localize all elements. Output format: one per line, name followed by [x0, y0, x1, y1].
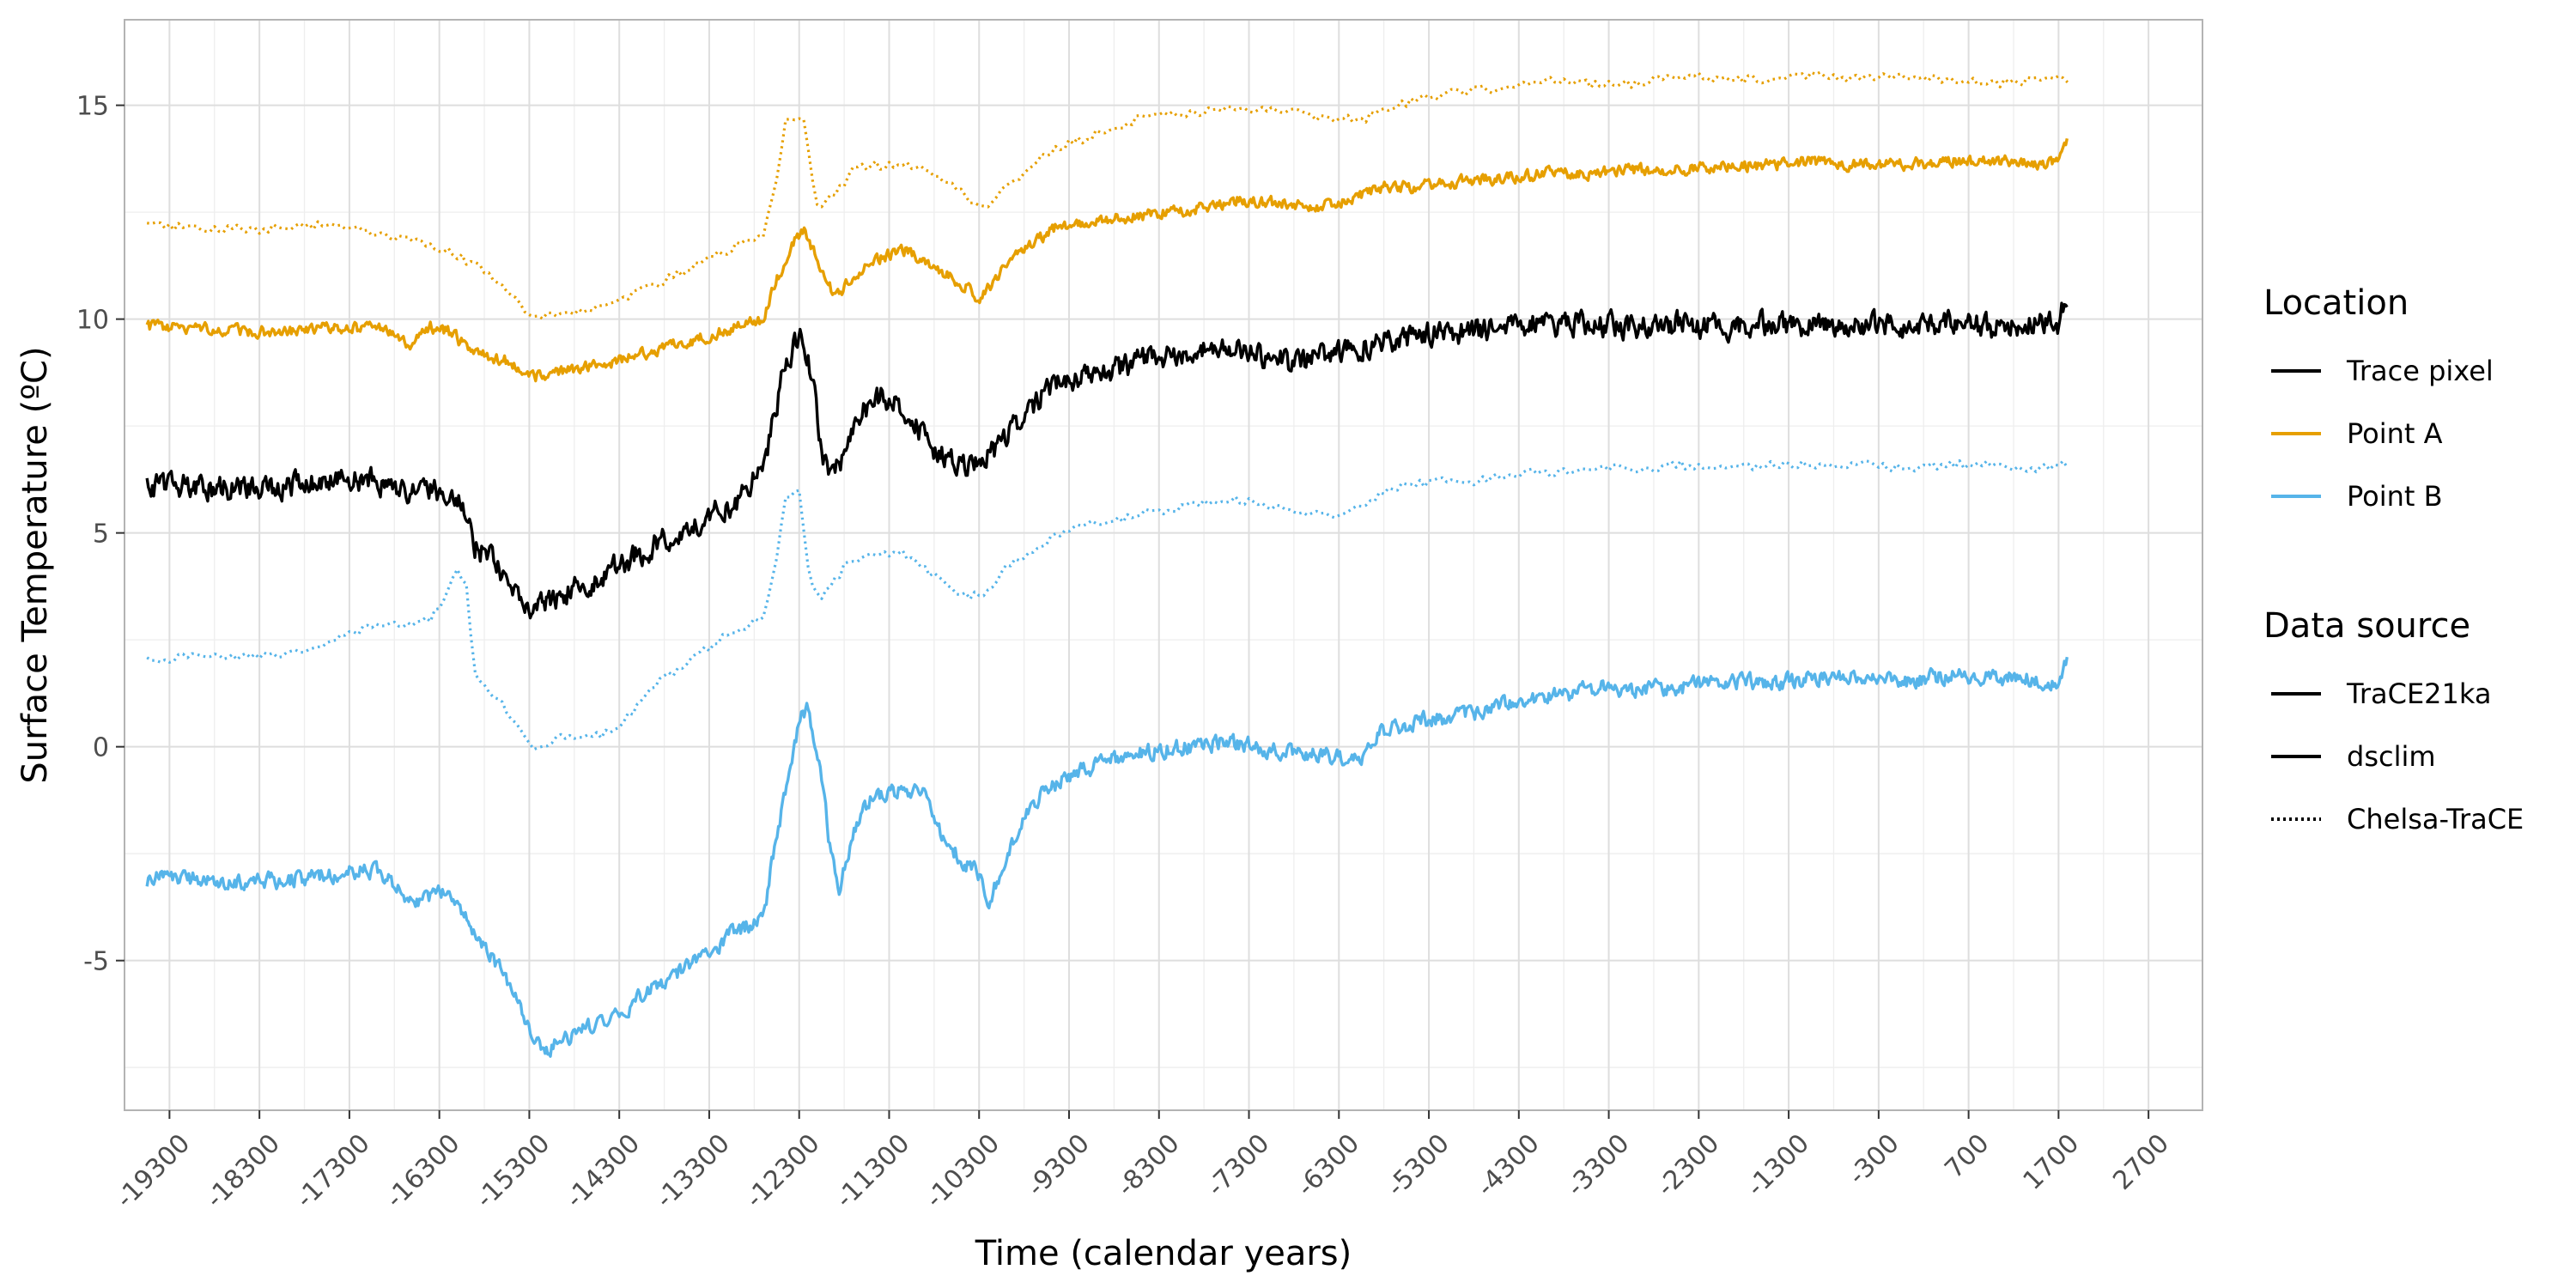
- legend-label: TraCE21ka: [2346, 677, 2491, 710]
- y-tick-label: 5: [93, 519, 109, 550]
- y-axis: -5 0 5 10 15: [76, 92, 125, 977]
- point-a-chelsa-trace-line: [147, 70, 2069, 320]
- trace-pixel-trace21ka-line: [145, 301, 2069, 620]
- legend-label: Point B: [2347, 480, 2443, 513]
- y-tick-label: 0: [93, 733, 109, 763]
- legend-title: Location: [2263, 283, 2409, 323]
- point-a-trace21ka-line: [145, 137, 2069, 383]
- legend-label: Point A: [2347, 417, 2443, 450]
- legend-label: dsclim: [2347, 740, 2436, 773]
- legend-label: Trace pixel: [2346, 355, 2494, 387]
- point-b-dsclim-line: [145, 656, 2069, 1058]
- y-axis-title: Surface Temperature (ºC): [15, 346, 55, 783]
- legend-title: Data source: [2263, 606, 2470, 646]
- point-b-chelsa-trace-line: [146, 459, 2069, 751]
- x-axis-title: Time (calendar years): [975, 1234, 1352, 1273]
- legend: Location Trace pixel Point A Point B Data so…: [2263, 283, 2524, 835]
- y-tick-label: -5: [83, 947, 109, 977]
- plot-panel-border: [124, 19, 2203, 1111]
- major-gridlines: [125, 20, 2202, 1110]
- y-tick-label: 10: [76, 306, 109, 336]
- series-layer: [145, 70, 2069, 1058]
- legend-label: Chelsa-TraCE: [2347, 803, 2524, 835]
- y-tick-label: 15: [76, 92, 109, 122]
